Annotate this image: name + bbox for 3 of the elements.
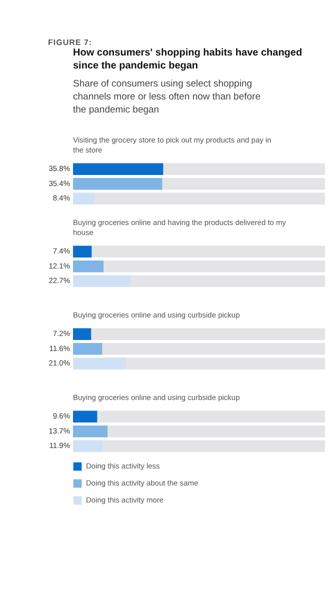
chart-subtitle: Share of consumers using select shopping channels more or less often now than before the pandemic began	[73, 78, 260, 116]
chart-title: How consumers' shopping habits have changed since the pandemic began	[73, 48, 302, 72]
caption: FIGURE 7:	[47, 37, 94, 47]
